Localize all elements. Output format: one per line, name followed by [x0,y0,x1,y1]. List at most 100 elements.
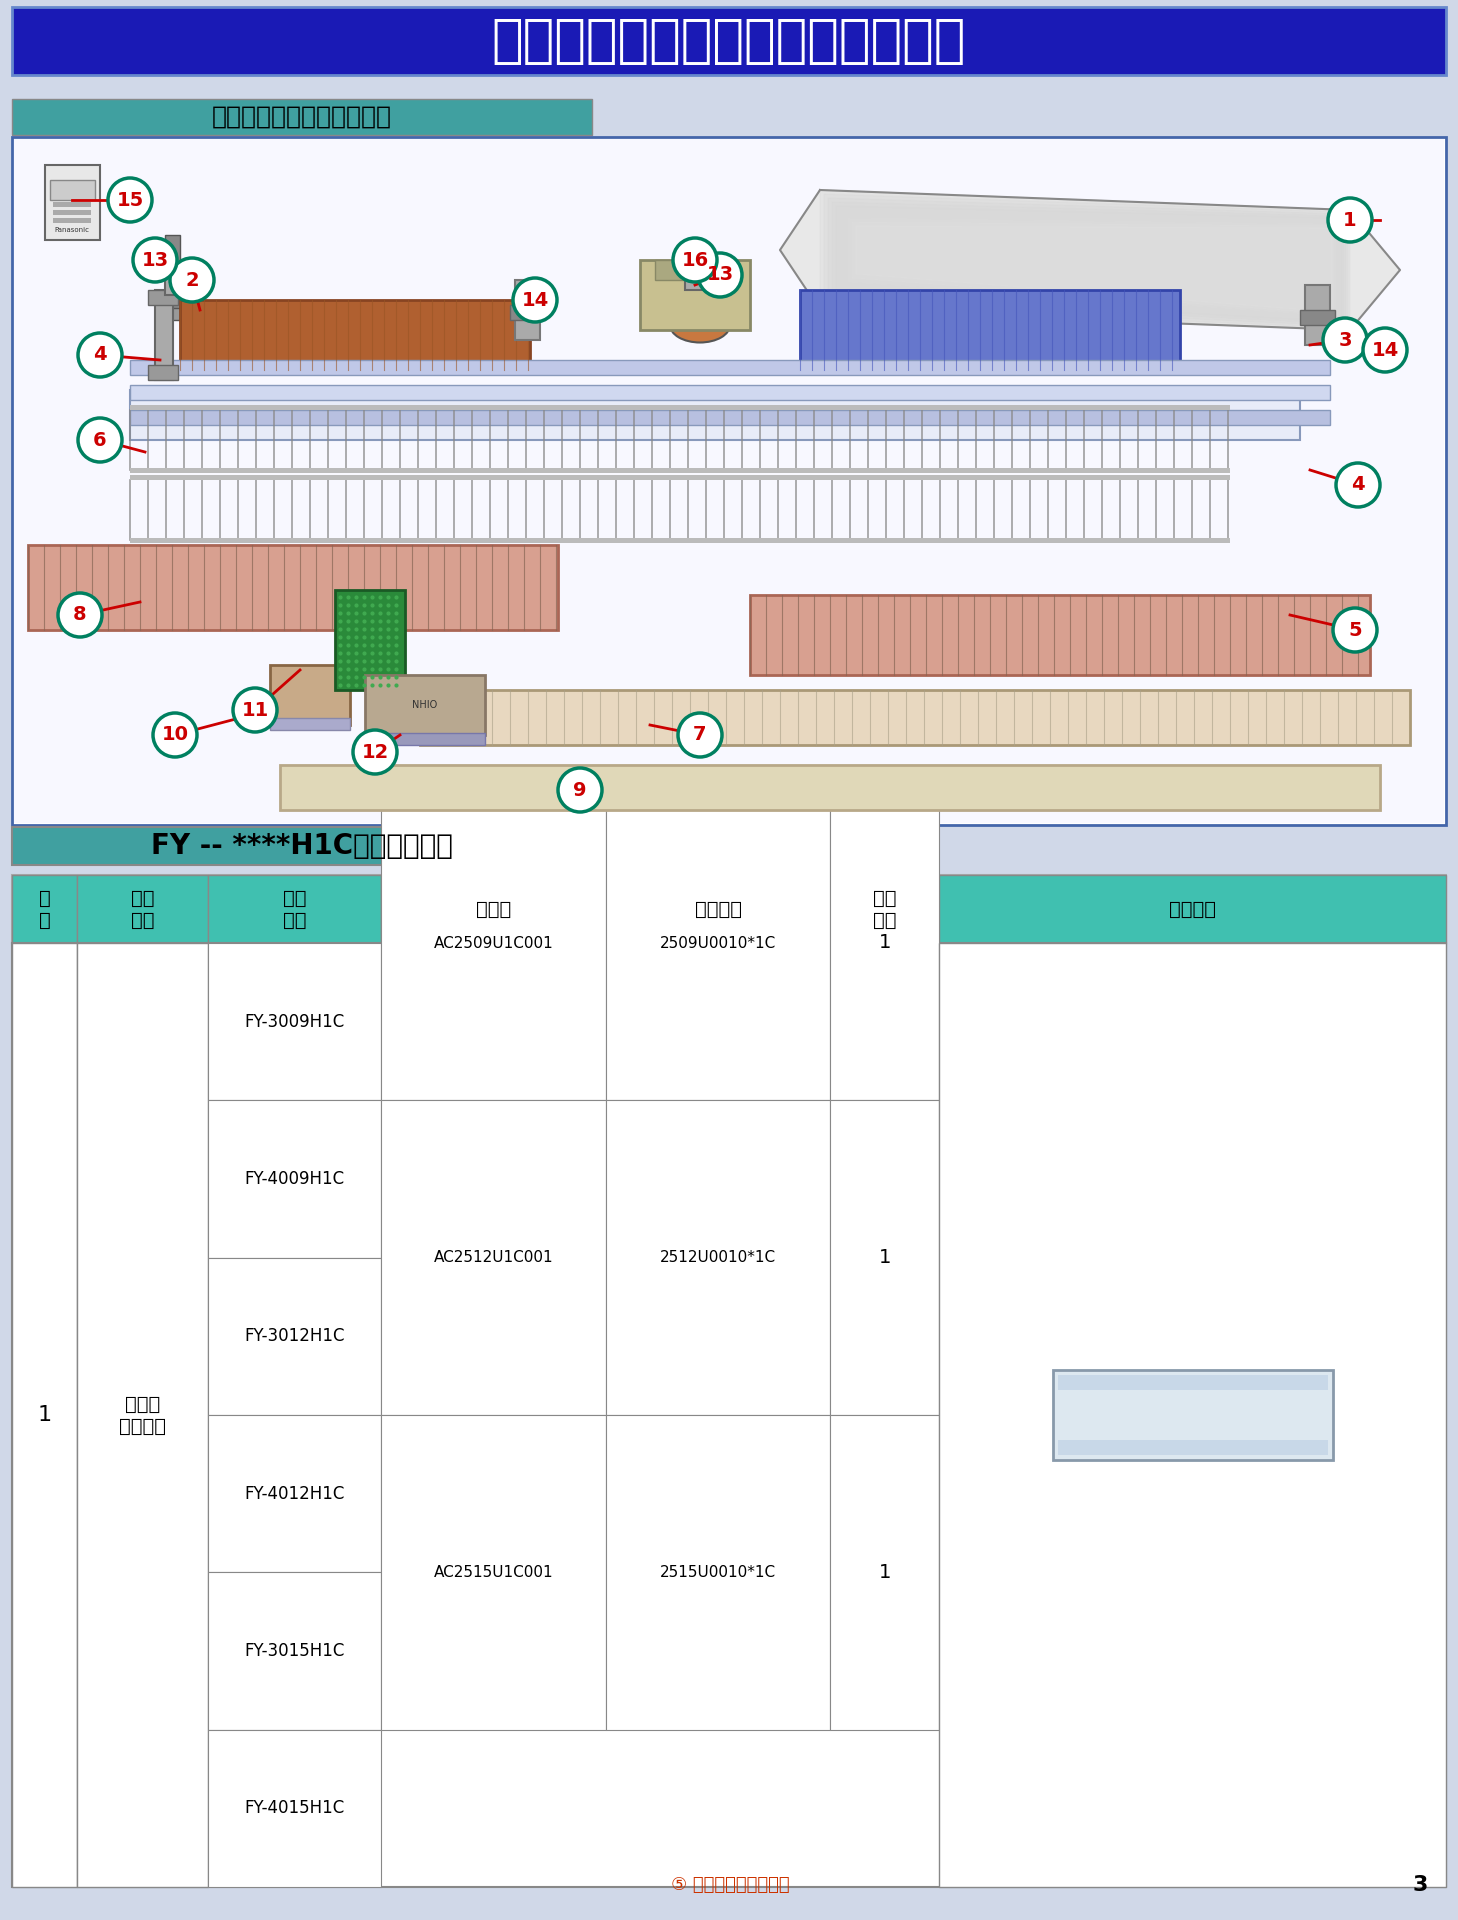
Bar [270,664,350,726]
Text: FY-3009H1C: FY-3009H1C [245,1012,344,1031]
Bar [831,876,939,943]
Bar [130,361,1330,374]
Text: 4: 4 [93,346,106,365]
Text: 9: 9 [573,781,586,799]
Circle shape [513,278,557,323]
Circle shape [674,238,717,282]
Bar [207,1730,382,1887]
Polygon shape [849,219,1336,317]
Bar [270,718,350,730]
Bar [382,1100,607,1415]
Bar [831,785,939,1100]
Bar [155,290,174,380]
Bar [12,828,592,866]
Bar [640,259,749,330]
Text: 前面板
（外壳）: 前面板 （外壳） [120,1394,166,1436]
Circle shape [153,712,197,756]
Text: AC2515U1C001: AC2515U1C001 [434,1565,554,1580]
Bar [28,545,558,630]
Bar [939,876,1446,943]
Bar [280,764,1381,810]
Bar [1301,309,1336,324]
Bar [364,676,486,735]
Bar [207,1100,382,1258]
Text: 1: 1 [879,1563,891,1582]
Bar [77,876,207,943]
Bar [50,180,95,200]
Bar [155,307,190,321]
Text: FY-4015H1C: FY-4015H1C [245,1799,344,1818]
Bar [207,1415,382,1572]
Bar [12,100,592,134]
Ellipse shape [850,328,910,363]
Text: FY-3012H1C: FY-3012H1C [243,1327,344,1346]
Bar [875,328,885,363]
Bar [12,943,77,1887]
Text: 产品
型号: 产品 型号 [283,889,306,929]
Circle shape [678,712,722,756]
Circle shape [353,730,397,774]
Bar [165,275,185,296]
Circle shape [77,419,122,463]
Polygon shape [824,194,1349,328]
Bar [749,595,1371,676]
Bar [364,733,486,745]
Bar [655,259,735,280]
Polygon shape [844,213,1338,319]
Circle shape [133,238,176,282]
Bar [12,876,1446,943]
Bar [510,305,545,321]
Polygon shape [835,205,1341,323]
Text: NHIO: NHIO [413,701,437,710]
Bar [382,785,607,1100]
Bar [607,1415,831,1730]
Text: 部件写真: 部件写真 [1169,899,1216,918]
Circle shape [108,179,152,223]
Bar [420,689,1410,745]
Text: 15: 15 [117,190,144,209]
Circle shape [1333,609,1376,653]
Bar [130,538,1231,543]
Bar [77,943,207,1887]
Circle shape [171,257,214,301]
Bar [130,386,1330,399]
Bar [52,202,90,207]
Bar [15,138,1443,824]
Bar [130,390,1301,440]
Bar [335,589,405,689]
Text: 单台
用量: 单台 用量 [873,889,897,929]
Polygon shape [851,223,1334,315]
Polygon shape [856,227,1333,311]
Bar [52,219,90,223]
Bar [149,365,178,380]
Text: 8: 8 [73,605,87,624]
Circle shape [1328,198,1372,242]
Bar [382,1415,607,1730]
Bar [130,405,1231,411]
Circle shape [698,253,742,298]
Text: Panasonic: Panasonic [54,227,89,232]
Text: AC2512U1C001: AC2512U1C001 [434,1250,554,1265]
Polygon shape [840,209,1340,321]
Circle shape [558,768,602,812]
Bar [1305,284,1330,346]
Bar [1053,1371,1333,1459]
Text: 部件
名称: 部件 名称 [131,889,155,929]
Text: 2515U0010*1C: 2515U0010*1C [660,1565,776,1580]
Bar [1057,1440,1328,1455]
Text: 电加热型风幕机分解图及部品清单: 电加热型风幕机分解图及部品清单 [491,15,967,67]
Text: 13: 13 [707,265,733,284]
Bar [12,136,1446,826]
Text: FY-3015H1C: FY-3015H1C [245,1642,344,1661]
Bar [52,209,90,215]
Bar [939,943,1446,1887]
Bar [207,943,382,1100]
Text: 13: 13 [141,250,169,269]
Text: 10: 10 [162,726,188,745]
Bar [800,290,1180,371]
Text: AC2509U1C001: AC2509U1C001 [433,935,554,950]
Text: 部件图号: 部件图号 [694,899,742,918]
Text: 2509U0010*1C: 2509U0010*1C [660,935,776,950]
Text: 12: 12 [362,743,389,762]
Bar [695,307,706,342]
